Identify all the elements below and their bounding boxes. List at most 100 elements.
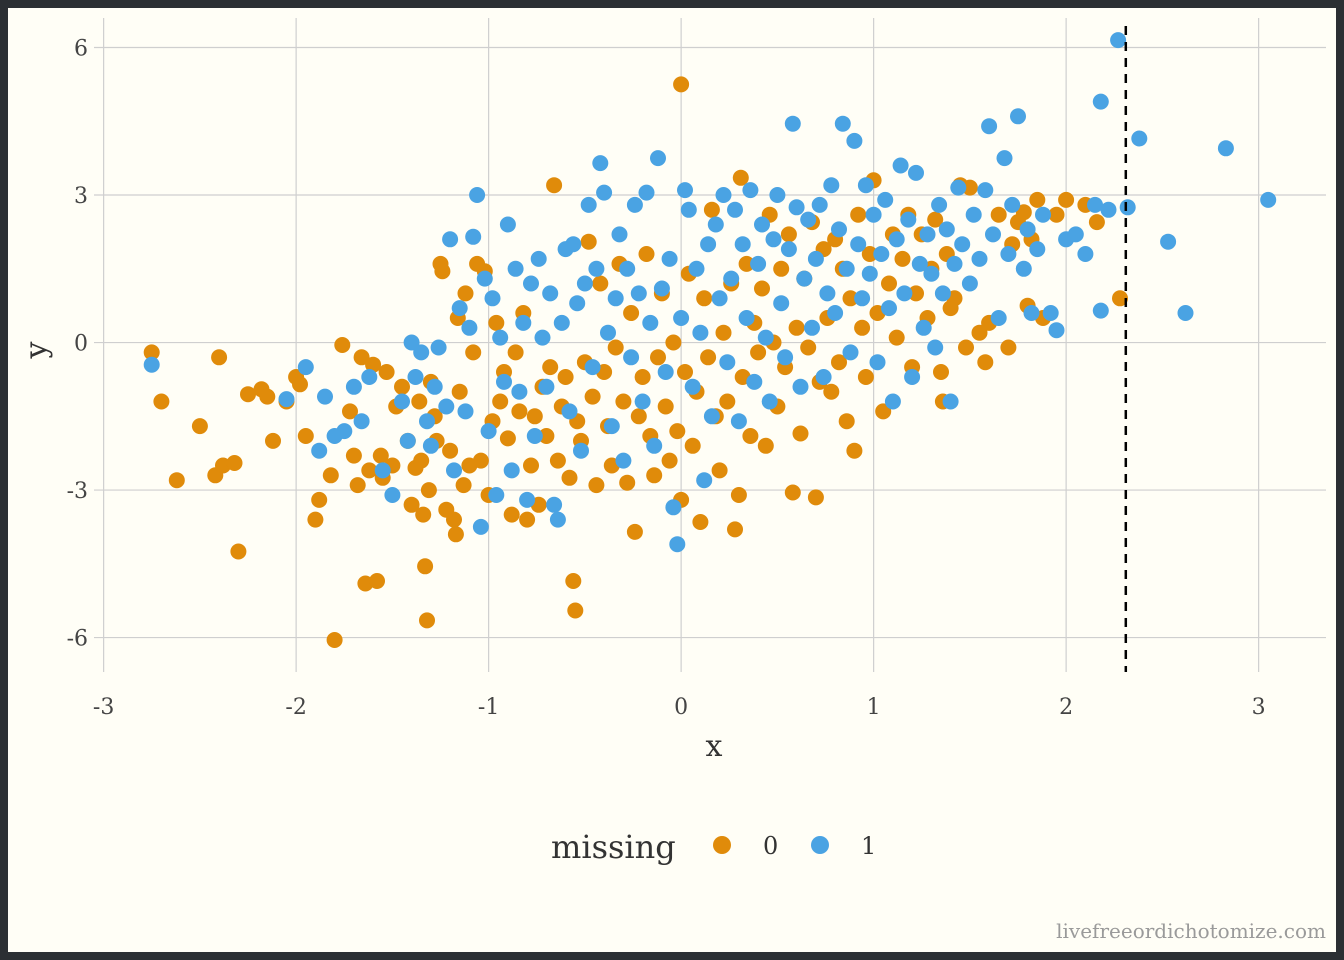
data-point-series-1	[1004, 196, 1021, 213]
data-point-series-1	[592, 155, 609, 172]
data-point-series-0	[415, 506, 432, 523]
data-point-series-1	[819, 285, 836, 302]
data-point-series-0	[311, 491, 328, 508]
x-tick-label: 2	[1059, 695, 1073, 720]
data-point-series-1	[834, 115, 851, 132]
data-point-series-1	[754, 216, 770, 233]
data-point-series-1	[971, 250, 988, 267]
data-point-series-0	[365, 356, 382, 373]
data-point-series-0	[677, 364, 693, 380]
data-point-series-0	[1058, 191, 1075, 208]
y-axis-title: y	[19, 341, 54, 359]
data-point-series-0	[322, 467, 339, 484]
data-point-series-0	[842, 290, 859, 307]
data-point-series-1	[596, 184, 613, 201]
data-point-series-0	[750, 344, 767, 361]
data-point-series-1	[888, 231, 905, 248]
data-point-series-0	[958, 339, 974, 356]
data-point-series-1	[877, 191, 894, 208]
data-point-series-0	[455, 477, 472, 494]
watermark: livefreeordichotomize.com	[1056, 919, 1326, 943]
data-point-series-1	[727, 201, 743, 218]
data-point-series-0	[888, 329, 905, 346]
data-point-series-1	[336, 423, 353, 440]
data-point-series-0	[800, 339, 817, 356]
data-point-series-0	[638, 246, 655, 262]
data-point-series-1	[784, 115, 801, 132]
data-point-series-0	[665, 334, 682, 351]
data-point-series-1	[827, 305, 844, 321]
axis-ticks: -3 -2 -1 0 1 2 3 6 3 0 -3 -6	[67, 37, 1266, 720]
data-point-series-0	[191, 418, 208, 435]
scatter-chart: -3 -2 -1 0 1 2 3 6 3 0 -3 -6 x y missing 0 1 livefr…	[19, 18, 1326, 943]
data-point-series-0	[792, 425, 809, 442]
legend: missing 0 1	[551, 828, 876, 866]
data-point-series-0	[823, 383, 840, 400]
data-point-series-1	[588, 260, 605, 277]
data-point-series-1	[881, 300, 897, 317]
data-point-series-1	[419, 413, 435, 430]
data-point-series-1	[688, 260, 705, 277]
data-point-series-1	[657, 364, 674, 380]
data-point-series-1	[734, 236, 751, 253]
data-point-series-1	[519, 491, 536, 508]
legend-title: missing	[551, 828, 676, 866]
data-point-series-1	[934, 285, 951, 302]
data-point-series-0	[557, 369, 574, 385]
data-point-series-1	[561, 403, 578, 420]
data-point-series-1	[700, 236, 717, 253]
data-point-series-0	[447, 526, 464, 543]
data-point-series-1	[838, 260, 855, 277]
data-point-series-1	[811, 196, 828, 213]
data-point-series-0	[1048, 206, 1065, 223]
data-point-series-1	[507, 260, 524, 277]
data-point-series-1	[619, 260, 636, 277]
data-point-series-0	[446, 511, 462, 528]
data-point-series-0	[523, 457, 539, 474]
data-point-series-1	[884, 393, 901, 410]
data-point-series-0	[711, 462, 728, 479]
data-point-series-1	[634, 393, 651, 410]
data-point-series-0	[908, 285, 924, 302]
data-point-series-0	[143, 344, 160, 361]
data-point-series-1	[615, 452, 632, 469]
data-point-series-0	[1000, 339, 1017, 356]
data-point-series-1	[669, 536, 686, 553]
data-point-series-1	[542, 285, 559, 302]
data-point-series-1	[451, 300, 468, 317]
data-point-series-1	[374, 462, 391, 479]
data-point-series-0	[961, 179, 978, 196]
data-point-series-1	[861, 265, 878, 282]
data-point-series-1	[946, 255, 963, 272]
data-point-series-0	[838, 413, 855, 430]
data-point-series-1	[1217, 140, 1234, 157]
data-point-series-1	[461, 319, 478, 336]
data-point-series-0	[650, 349, 666, 366]
legend-swatch-0	[713, 836, 731, 854]
data-point-series-0	[780, 226, 797, 243]
data-point-series-0	[971, 324, 988, 341]
data-point-series-1	[399, 432, 416, 449]
data-point-series-0	[730, 487, 747, 503]
data-point-series-1	[927, 339, 944, 356]
data-point-series-1	[1048, 322, 1065, 339]
data-point-series-1	[1119, 199, 1136, 216]
data-point-series-1	[711, 290, 728, 307]
data-point-series-1	[750, 255, 767, 272]
chart-frame: -3 -2 -1 0 1 2 3 6 3 0 -3 -6 x y missing 0 1 livefr…	[8, 8, 1336, 952]
data-point-series-1	[345, 378, 362, 395]
data-point-series-1	[823, 177, 840, 194]
data-point-series-1	[353, 413, 370, 430]
data-point-series-1	[472, 518, 489, 535]
data-point-series-1	[684, 378, 701, 395]
data-point-series-0	[507, 344, 524, 361]
data-point-series-0	[977, 354, 994, 371]
data-point-series-0	[526, 408, 543, 425]
data-point-series-1	[715, 187, 732, 203]
data-point-series-0	[565, 573, 582, 589]
data-point-series-1	[792, 378, 809, 395]
data-point-series-1	[981, 118, 998, 135]
data-point-series-0	[168, 472, 185, 489]
data-point-series-1	[780, 241, 797, 258]
data-point-series-0	[542, 359, 559, 376]
